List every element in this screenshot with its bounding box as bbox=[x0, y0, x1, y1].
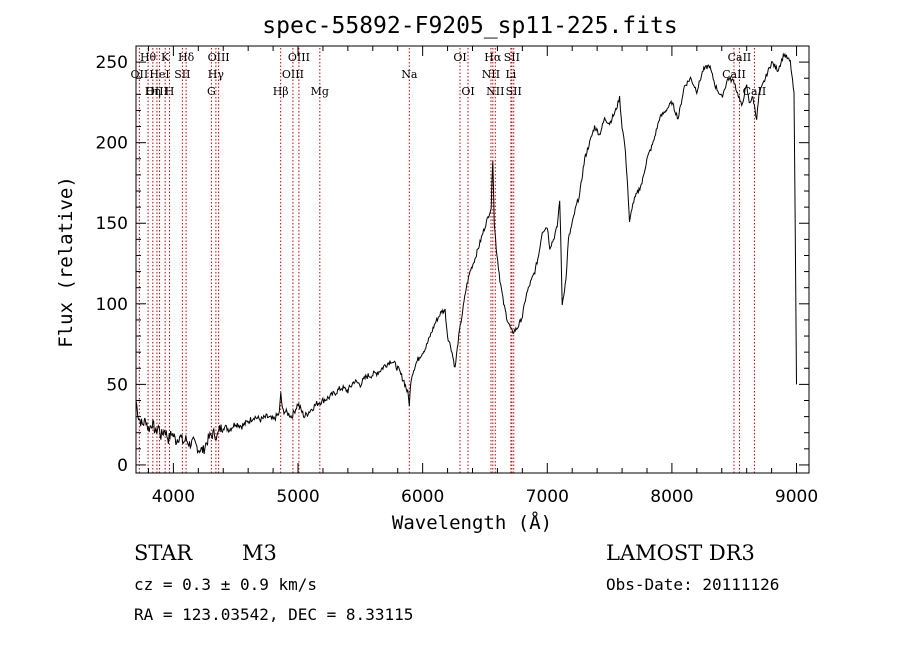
spectral-line-labels: Hθ OII OIII K HeI Hη SII H Hδ OIII Hγ G Hβ OIII OIII Mg… bbox=[131, 51, 767, 98]
y-tick-label: 100 bbox=[96, 295, 128, 315]
x-tick-label: 6000 bbox=[401, 487, 444, 507]
chart-title: spec-55892-F9205_sp11-225.fits bbox=[262, 13, 677, 39]
spectral-line-label: OIII bbox=[282, 68, 304, 81]
spectral-line-label: Hθ bbox=[140, 51, 157, 64]
survey-name: LAMOST DR3 bbox=[606, 541, 755, 565]
spectral-line-label: OIII bbox=[146, 85, 168, 98]
y-tick-label: 150 bbox=[96, 214, 128, 234]
spectral-line-label: SII bbox=[174, 68, 190, 81]
spectral-line-label: NII bbox=[482, 68, 500, 81]
spectral-line-label: Hδ bbox=[178, 51, 195, 64]
spectral-line-label: SII bbox=[506, 85, 522, 98]
y-axis-label: Flux (relative) bbox=[55, 176, 77, 348]
y-tick-label: 0 bbox=[117, 456, 128, 476]
spectral-line-label: NII bbox=[486, 85, 504, 98]
spectral-line-label: OII bbox=[131, 68, 149, 81]
object-class: STAR bbox=[134, 541, 193, 565]
spectral-line-label: OI bbox=[461, 85, 474, 98]
spectral-line-label: G bbox=[207, 85, 216, 98]
spectral-line-markers bbox=[138, 48, 755, 473]
y-tick-label: 250 bbox=[96, 53, 128, 73]
x-tick-label: 5000 bbox=[276, 487, 319, 507]
spectral-line-label: SII bbox=[504, 51, 520, 64]
spectral-line-label: Hγ bbox=[208, 68, 225, 81]
spectrum-series-line bbox=[135, 52, 797, 454]
spectral-line-label: K bbox=[161, 51, 170, 64]
x-tick-label: 7000 bbox=[526, 487, 569, 507]
object-subclass: M3 bbox=[242, 541, 277, 565]
x-tick-label: 4000 bbox=[152, 487, 195, 507]
y-tick-label: 50 bbox=[106, 375, 128, 395]
y-tick-label: 200 bbox=[96, 134, 128, 154]
spectral-line-label: OIII bbox=[208, 51, 230, 64]
axis-ticks: 4000 5000 6000 7000 8000 9000 0 50 100 150 200 250 bbox=[96, 46, 818, 507]
sky-coordinates: RA = 123.03542, DEC = 8.33115 bbox=[134, 605, 413, 624]
plot-frame bbox=[135, 45, 810, 474]
spectral-line-label: H bbox=[165, 85, 175, 98]
spectral-line-label: OIII bbox=[288, 51, 310, 64]
spectral-line-label: HeI bbox=[149, 68, 169, 81]
spectral-line-label: Hβ bbox=[273, 85, 289, 98]
x-axis-label: Wavelength (Å) bbox=[392, 511, 552, 534]
observation-date: Obs-Date: 20111126 bbox=[606, 575, 779, 594]
redshift-velocity: cz = 0.3 ± 0.9 km/s bbox=[134, 575, 317, 594]
x-tick-label: 9000 bbox=[775, 487, 818, 507]
spectral-line-label: CaII bbox=[722, 68, 746, 81]
spectral-line-label: Na bbox=[401, 68, 418, 81]
spectral-line-label: Hη bbox=[145, 85, 161, 98]
spectral-line-label: CaII bbox=[728, 51, 752, 64]
spectral-line-label: Hα bbox=[484, 51, 502, 64]
spectral-line-label: OI bbox=[453, 51, 466, 64]
spectral-line-label: Mg bbox=[311, 85, 329, 98]
x-tick-label: 8000 bbox=[650, 487, 693, 507]
spectral-line-label: Li bbox=[505, 68, 516, 81]
